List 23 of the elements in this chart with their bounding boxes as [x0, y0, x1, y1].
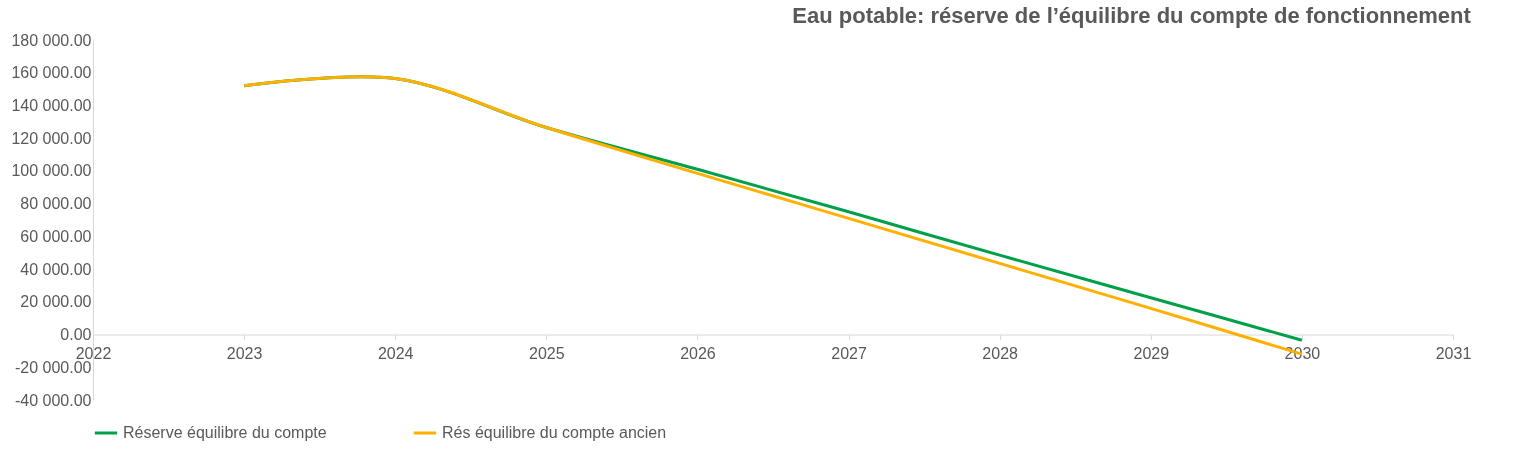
- chart-title: Eau potable: réserve de l’équilibre du compte de fonctionnement: [792, 3, 1472, 28]
- y-tick-label: 80 000.00: [20, 195, 92, 213]
- y-tick-label: 160 000.00: [11, 64, 92, 82]
- y-tick-label: 140 000.00: [11, 96, 92, 114]
- y-tick-label: -40 000.00: [14, 391, 92, 409]
- y-tick-label: 120 000.00: [11, 129, 92, 147]
- legend-label: Réserve équilibre du compte: [123, 424, 327, 441]
- x-tick-label: 2026: [680, 345, 716, 363]
- y-tick-label: 40 000.00: [20, 260, 92, 278]
- y-tick-label: 20 000.00: [20, 293, 92, 311]
- y-tick-label: 180 000.00: [11, 31, 92, 49]
- x-tick-label: 2024: [377, 345, 414, 363]
- x-tick-label: 2029: [1133, 345, 1170, 363]
- y-tick-label: 60 000.00: [20, 227, 92, 245]
- x-tick-label: 2023: [226, 345, 263, 363]
- x-tick-label: 2027: [831, 345, 867, 363]
- y-tick-label: 100 000.00: [11, 162, 92, 180]
- legend-label: Rés équilibre du compte ancien: [442, 424, 667, 441]
- x-tick-label: 2031: [1435, 345, 1472, 363]
- x-tick-label: 2025: [529, 345, 565, 363]
- y-tick-label: -20 000.00: [14, 358, 92, 376]
- x-tick-label: 2028: [982, 345, 1019, 363]
- y-tick-label: 0.00: [60, 326, 92, 344]
